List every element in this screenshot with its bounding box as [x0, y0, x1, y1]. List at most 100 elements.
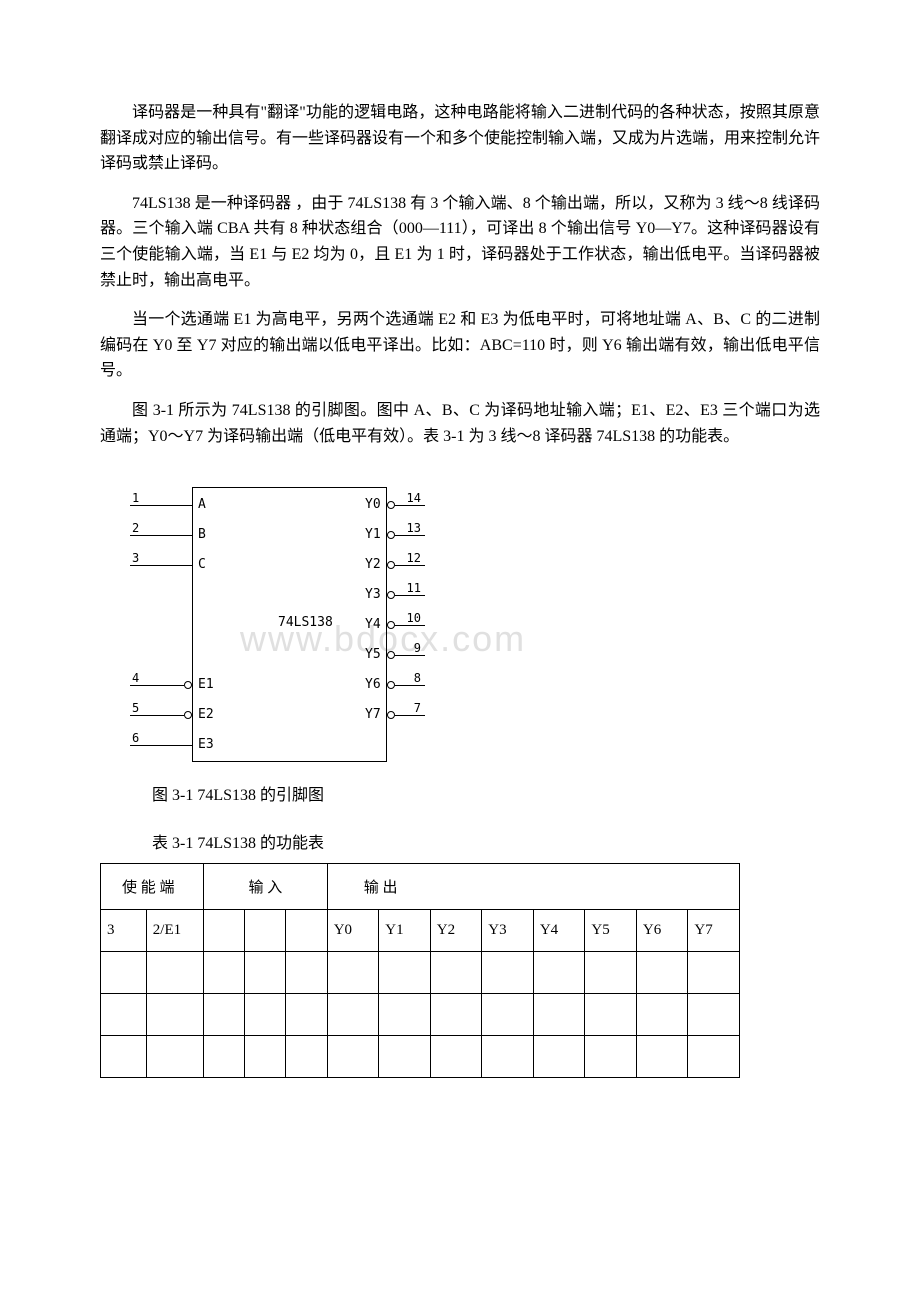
pin-label: E3 — [198, 737, 214, 752]
inversion-bubble — [387, 561, 395, 569]
table-cell — [101, 952, 147, 994]
pin-label: Y2 — [365, 557, 381, 572]
pin-line — [395, 625, 425, 626]
inversion-bubble — [387, 621, 395, 629]
table-cell — [533, 952, 585, 994]
pin-number: 8 — [401, 671, 421, 685]
table-cell — [430, 994, 482, 1036]
pin-number: 3 — [132, 551, 152, 565]
table-cell — [146, 994, 203, 1036]
table-header-row: 使 能 端 输 入 输 出 — [101, 864, 740, 910]
table-cell: Y6 — [636, 910, 688, 952]
table-cell — [636, 994, 688, 1036]
table-cell: Y3 — [482, 910, 534, 952]
pin-line — [395, 715, 425, 716]
table-cell — [286, 952, 327, 994]
pin-number: 4 — [132, 671, 152, 685]
pin-number: 6 — [132, 731, 152, 745]
pin-number: 10 — [401, 611, 421, 625]
table-cell — [327, 994, 379, 1036]
table-row — [101, 994, 740, 1036]
inversion-bubble — [184, 681, 192, 689]
chip-name-label: 74LS138 — [278, 615, 333, 630]
inversion-bubble — [387, 591, 395, 599]
table-cell — [204, 910, 245, 952]
table-cell — [585, 1036, 637, 1078]
table-cell — [286, 1036, 327, 1078]
table-cell — [101, 994, 147, 1036]
pin-label: Y6 — [365, 677, 381, 692]
figure-caption: 图 3-1 74LS138 的引脚图 — [120, 781, 820, 805]
inversion-bubble — [184, 711, 192, 719]
pin-line — [395, 595, 425, 596]
pin-label: B — [198, 527, 206, 542]
pin-number: 5 — [132, 701, 152, 715]
pin-number: 2 — [132, 521, 152, 535]
table-caption: 表 3-1 74LS138 的功能表 — [120, 829, 820, 853]
table-cell: 2/E1 — [146, 910, 203, 952]
pin-line — [395, 685, 425, 686]
table-cell: Y0 — [327, 910, 379, 952]
table-cell — [688, 1036, 740, 1078]
table-cell — [327, 952, 379, 994]
chip-pinout-diagram: 74LS138 1A2B3C4E15E26E314Y013Y112Y211Y31… — [120, 479, 430, 769]
pin-line — [130, 715, 184, 716]
table-cell — [636, 952, 688, 994]
table-cell — [533, 994, 585, 1036]
pin-label: Y3 — [365, 587, 381, 602]
table-cell — [482, 952, 534, 994]
pin-line — [130, 535, 192, 536]
table-cell: 3 — [101, 910, 147, 952]
table-cell — [245, 1036, 286, 1078]
table-cell — [585, 952, 637, 994]
table-cell — [430, 1036, 482, 1078]
table-cell — [379, 1036, 431, 1078]
table-cell — [636, 1036, 688, 1078]
table-cell — [245, 910, 286, 952]
table-cell — [204, 1036, 245, 1078]
table-cell — [245, 952, 286, 994]
pin-label: Y7 — [365, 707, 381, 722]
table-cell — [585, 994, 637, 1036]
pin-number: 11 — [401, 581, 421, 595]
pin-number: 14 — [401, 491, 421, 505]
pin-line — [130, 685, 184, 686]
table-header-output: 输 出 — [327, 864, 739, 910]
pin-line — [395, 505, 425, 506]
pin-label: Y5 — [365, 647, 381, 662]
paragraph-4: 图 3-1 所示为 74LS138 的引脚图。图中 A、B、C 为译码地址输入端… — [100, 398, 820, 449]
table-cell — [379, 994, 431, 1036]
pin-line — [130, 505, 192, 506]
pin-line — [395, 655, 425, 656]
table-subheader-row: 32/E1Y0Y1Y2Y3Y4Y5Y6Y7 — [101, 910, 740, 952]
paragraph-3: 当一个选通端 E1 为高电平，另两个选通端 E2 和 E3 为低电平时，可将地址… — [100, 307, 820, 384]
pin-line — [130, 745, 192, 746]
pin-number: 13 — [401, 521, 421, 535]
pin-number: 9 — [401, 641, 421, 655]
inversion-bubble — [387, 681, 395, 689]
table-cell — [204, 952, 245, 994]
pin-number: 12 — [401, 551, 421, 565]
paragraph-2: 74LS138 是一种译码器 ，由于 74LS138 有 3 个输入端、8 个输… — [100, 191, 820, 293]
table-cell: Y1 — [379, 910, 431, 952]
table-cell: Y5 — [585, 910, 637, 952]
truth-table: 使 能 端 输 入 输 出 32/E1Y0Y1Y2Y3Y4Y5Y6Y7 — [100, 863, 740, 1078]
inversion-bubble — [387, 651, 395, 659]
table-cell: Y7 — [688, 910, 740, 952]
table-cell — [101, 1036, 147, 1078]
table-header-input: 输 入 — [204, 864, 328, 910]
table-cell — [688, 994, 740, 1036]
inversion-bubble — [387, 501, 395, 509]
table-cell — [482, 1036, 534, 1078]
table-cell — [245, 994, 286, 1036]
pin-label: C — [198, 557, 206, 572]
table-cell — [286, 910, 327, 952]
pin-label: E2 — [198, 707, 214, 722]
table-cell — [204, 994, 245, 1036]
pin-line — [130, 565, 192, 566]
table-cell: Y2 — [430, 910, 482, 952]
table-cell — [533, 1036, 585, 1078]
pin-number: 1 — [132, 491, 152, 505]
pin-label: A — [198, 497, 206, 512]
table-cell — [688, 952, 740, 994]
